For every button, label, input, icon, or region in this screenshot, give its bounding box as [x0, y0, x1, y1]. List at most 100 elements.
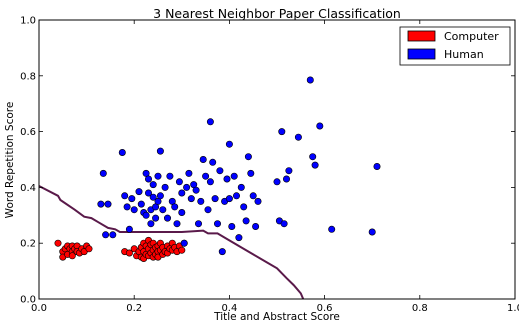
- point-human-9: [128, 195, 136, 203]
- point-human-24: [154, 172, 162, 180]
- point-human-67: [244, 153, 252, 161]
- x-tick-label: 0.4: [221, 303, 237, 314]
- point-human-26: [156, 147, 164, 155]
- point-human-2: [102, 231, 110, 239]
- point-human-58: [225, 140, 233, 148]
- point-human-62: [233, 192, 241, 200]
- point-human-80: [309, 153, 317, 161]
- point-human-23: [152, 214, 160, 222]
- x-tick-label: 1.0: [507, 303, 519, 314]
- x-tick-label: 0.2: [126, 303, 142, 314]
- y-axis-label: Word Repetition Score: [4, 102, 16, 219]
- point-human-16: [145, 175, 153, 183]
- point-human-76: [282, 175, 290, 183]
- point-human-65: [240, 203, 248, 211]
- point-human-50: [206, 178, 214, 186]
- point-human-48: [204, 206, 212, 214]
- point-human-39: [183, 183, 191, 191]
- point-human-64: [237, 183, 245, 191]
- point-human-84: [368, 228, 376, 236]
- point-computer-19: [125, 249, 133, 257]
- point-human-85: [373, 163, 381, 171]
- point-human-57: [223, 175, 231, 183]
- chart-title: 3 Nearest Neighbor Paper Classification: [153, 6, 401, 21]
- point-human-19: [147, 220, 155, 228]
- point-human-8: [125, 225, 133, 233]
- point-human-27: [156, 192, 164, 200]
- point-human-3: [104, 200, 112, 208]
- point-human-1: [99, 169, 107, 177]
- point-human-36: [178, 189, 186, 197]
- point-human-45: [197, 197, 205, 205]
- point-human-69: [249, 192, 257, 200]
- point-human-72: [273, 178, 281, 186]
- point-human-44: [195, 220, 203, 228]
- point-human-33: [171, 203, 179, 211]
- legend-label-computer: Computer: [444, 30, 499, 43]
- point-human-38: [180, 239, 188, 247]
- point-human-12: [137, 200, 145, 208]
- decision-boundary-line: [38, 185, 305, 300]
- point-human-41: [187, 195, 195, 203]
- point-human-83: [328, 225, 336, 233]
- point-human-11: [135, 188, 143, 196]
- point-human-68: [247, 169, 255, 177]
- point-human-61: [230, 172, 238, 180]
- legend-swatch-human: [407, 48, 436, 60]
- y-axis: 0.0 0.2 0.4 0.6 0.8 1.0: [20, 16, 515, 306]
- x-tick-label: 0.8: [412, 303, 428, 314]
- point-human-51: [209, 158, 217, 166]
- point-human-46: [199, 156, 207, 164]
- point-human-15: [142, 211, 150, 219]
- legend-label-human: Human: [444, 48, 484, 61]
- point-computer-9: [68, 252, 76, 260]
- y-tick-label: 0.8: [20, 71, 36, 82]
- point-human-7: [123, 203, 131, 211]
- point-human-28: [159, 206, 167, 214]
- point-human-60: [228, 223, 236, 231]
- point-human-79: [306, 76, 314, 84]
- point-human-34: [173, 220, 181, 228]
- point-human-49: [206, 118, 214, 126]
- x-tick-label: 0.0: [31, 303, 47, 314]
- point-computer-0: [54, 239, 62, 247]
- point-human-31: [166, 172, 174, 180]
- point-human-6: [121, 192, 129, 200]
- point-human-78: [294, 133, 302, 141]
- point-human-47: [202, 172, 210, 180]
- point-human-5: [118, 149, 126, 157]
- x-tick-label: 0.6: [317, 303, 333, 314]
- point-human-82: [316, 122, 324, 130]
- point-human-43: [192, 186, 200, 194]
- y-tick-label: 0.6: [20, 127, 36, 138]
- point-computer-56: [178, 246, 186, 254]
- point-human-54: [216, 167, 224, 175]
- point-human-63: [235, 234, 243, 242]
- point-human-10: [130, 206, 138, 214]
- plot-frame: [38, 19, 516, 300]
- series-human: [97, 76, 381, 256]
- point-human-29: [161, 183, 169, 191]
- point-human-37: [178, 209, 186, 217]
- point-human-55: [218, 248, 226, 256]
- point-human-17: [145, 189, 153, 197]
- point-human-35: [175, 178, 183, 186]
- point-human-70: [252, 223, 260, 231]
- y-tick-label: 0.0: [20, 295, 36, 306]
- point-human-81: [311, 161, 319, 169]
- point-human-59: [225, 195, 233, 203]
- y-tick-label: 1.0: [20, 16, 36, 27]
- point-human-0: [97, 200, 105, 208]
- point-human-30: [164, 214, 172, 222]
- point-human-21: [149, 193, 157, 201]
- point-human-71: [254, 197, 262, 205]
- point-human-74: [278, 128, 286, 136]
- point-human-52: [211, 195, 219, 203]
- series-computer: [54, 236, 188, 263]
- x-axis-label: Title and Abstract Score: [213, 311, 340, 322]
- y-tick-label: 0.4: [20, 183, 36, 194]
- legend: Computer Human: [399, 26, 511, 66]
- point-human-75: [280, 220, 288, 228]
- point-human-66: [242, 217, 250, 225]
